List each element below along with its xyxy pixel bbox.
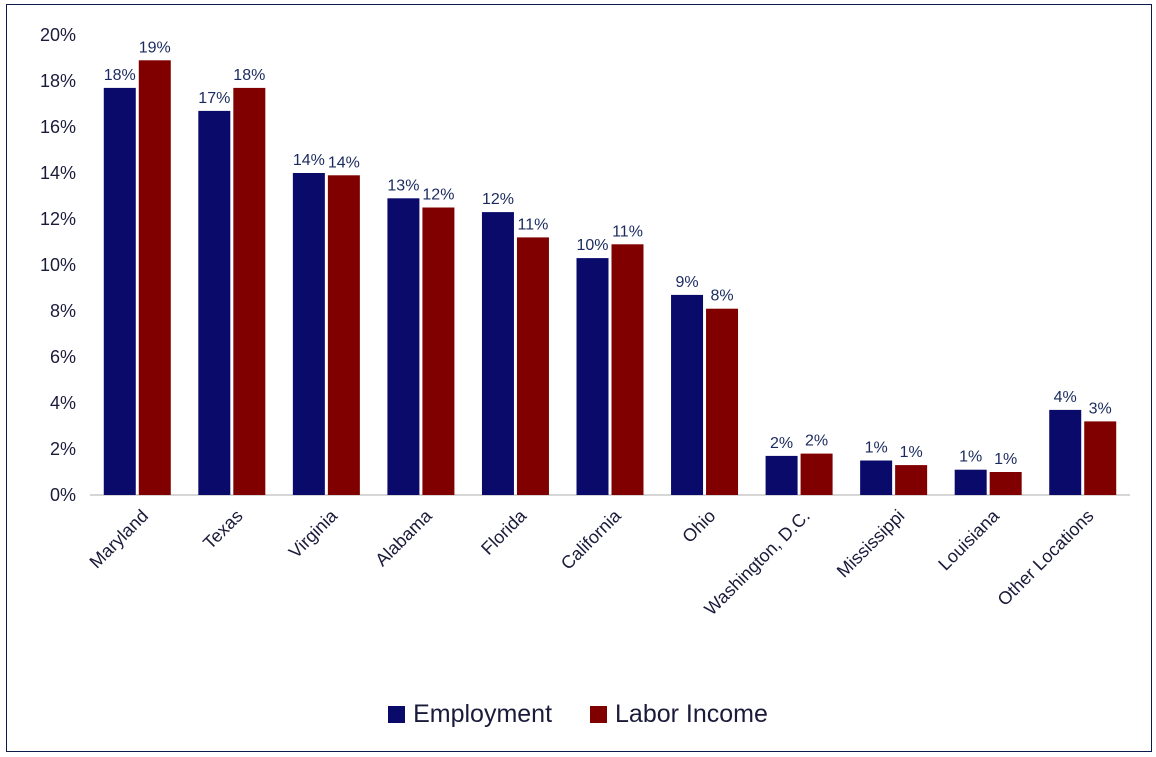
data-label: 14% [328,154,360,171]
bar-employment [103,87,136,496]
bar-employment [954,469,987,495]
x-category-label: Florida [477,505,531,559]
bar-labor-income [895,465,928,495]
data-label: 8% [710,288,733,305]
x-category-label: Other Locations [994,506,1098,610]
y-tick-label: 6% [50,347,76,367]
data-label: 1% [959,449,982,466]
data-label: 2% [770,435,793,452]
data-label: 12% [422,187,454,204]
bar-labor-income [1084,421,1117,495]
data-label: 18% [104,67,136,84]
x-category-label: California [557,505,626,574]
legend-swatch-employment [388,706,406,723]
bar-labor-income [327,175,360,496]
bar-labor-income [516,237,549,495]
data-label: 9% [675,274,698,291]
bar-employment [198,110,231,496]
data-label: 1% [900,444,923,461]
bar-employment [765,455,798,495]
x-category-label: Texas [199,506,246,553]
data-label: 12% [482,191,514,208]
x-category-label: Maryland [86,506,152,572]
data-label: 18% [233,67,265,84]
x-category-label: Ohio [678,506,719,547]
x-category-label: Washington, D.C. [701,506,814,619]
data-label: 14% [293,152,325,169]
data-label: 11% [518,216,549,233]
y-tick-label: 16% [40,117,76,137]
bar-labor-income [611,244,644,495]
data-label: 13% [387,177,419,194]
bar-employment [860,460,893,495]
y-tick-label: 20% [40,25,76,45]
x-category-label: Virginia [285,505,342,562]
data-label: 19% [139,39,171,56]
data-label: 11% [612,223,643,240]
y-tick-label: 12% [40,209,76,229]
y-tick-label: 8% [50,301,76,321]
bar-labor-income [989,472,1022,495]
data-label: 2% [805,433,828,450]
bar-employment [576,258,609,495]
bar-employment [481,212,514,495]
x-category-label: Mississippi [833,506,909,582]
legend-label-labor-income: Labor Income [615,700,768,728]
x-category-label: Louisiana [934,505,1003,574]
bar-labor-income [233,87,266,496]
y-tick-label: 14% [40,163,76,183]
bar-labor-income [138,60,171,496]
data-label: 17% [198,90,230,107]
y-tick-label: 2% [50,439,76,459]
bar-employment [1049,409,1082,495]
x-category-label: Alabama [371,505,436,570]
bar-labor-income [706,308,739,495]
y-tick-label: 4% [50,393,76,413]
legend-label-employment: Employment [413,700,553,728]
legend: Employment Labor Income [0,700,1156,729]
bar-employment [671,294,704,495]
legend-swatch-labor-income [590,706,608,723]
bar-labor-income [422,207,455,495]
y-tick-label: 0% [50,485,76,505]
bar-employment [387,198,420,496]
data-label: 1% [994,451,1017,468]
legend-item-employment: Employment [388,700,552,729]
data-label: 3% [1089,400,1112,417]
data-label: 1% [865,440,888,457]
y-tick-label: 10% [40,255,76,275]
data-label: 4% [1054,389,1077,406]
y-tick-label: 18% [40,71,76,91]
data-label: 10% [576,237,608,254]
bar-employment [292,173,325,495]
bar-labor-income [800,453,833,495]
legend-item-labor-income: Labor Income [590,700,768,729]
